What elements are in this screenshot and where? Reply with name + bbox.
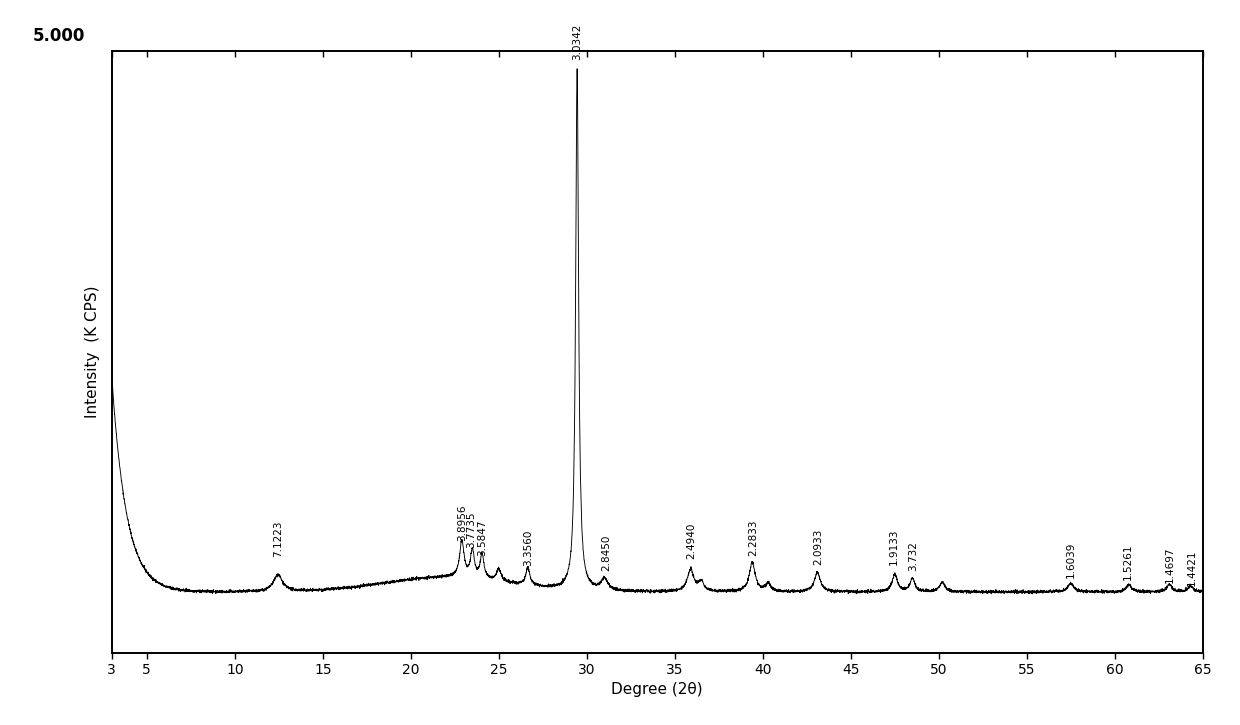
Text: 3.8956: 3.8956 xyxy=(456,504,466,541)
Text: 2.2833: 2.2833 xyxy=(748,520,758,556)
Text: 1.4421: 1.4421 xyxy=(1187,550,1197,587)
Text: 2.0933: 2.0933 xyxy=(813,529,823,565)
Text: 3.732: 3.732 xyxy=(908,541,919,571)
Text: 3.0342: 3.0342 xyxy=(572,24,582,60)
Text: 3.3560: 3.3560 xyxy=(523,529,533,566)
Text: 1.9133: 1.9133 xyxy=(889,528,899,565)
Text: 5.000: 5.000 xyxy=(33,27,86,45)
X-axis label: Degree (2θ): Degree (2θ) xyxy=(611,682,703,697)
Text: 3.7735: 3.7735 xyxy=(466,511,476,548)
Text: 2.4940: 2.4940 xyxy=(687,522,697,559)
Text: 7.1223: 7.1223 xyxy=(273,521,283,558)
Text: 1.4697: 1.4697 xyxy=(1166,546,1176,583)
Text: 2.8450: 2.8450 xyxy=(601,534,611,571)
Text: 3.5847: 3.5847 xyxy=(477,520,487,556)
Text: 1.5261: 1.5261 xyxy=(1123,544,1133,580)
Y-axis label: Intensity  (K CPS): Intensity (K CPS) xyxy=(86,286,100,418)
Text: 1.6039: 1.6039 xyxy=(1066,542,1076,578)
